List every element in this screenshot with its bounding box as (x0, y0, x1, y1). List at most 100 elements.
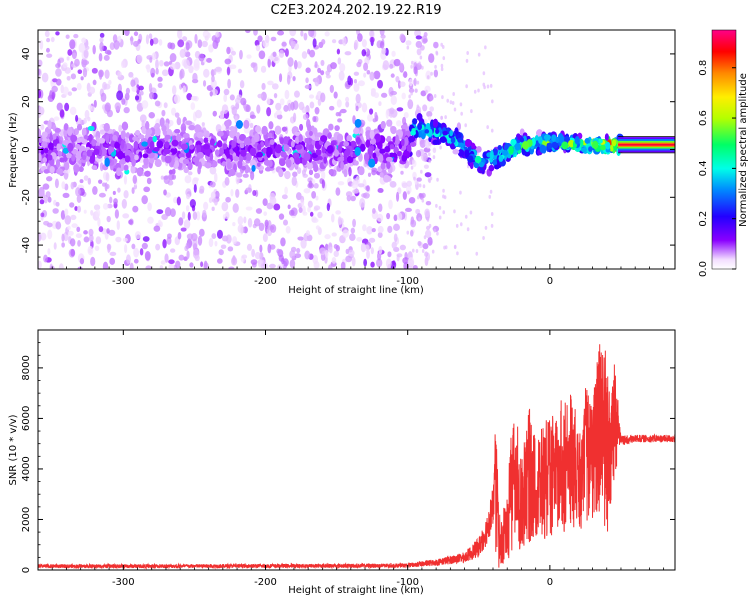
spectrogram-cell (116, 220, 120, 231)
spectrogram-cell (320, 135, 328, 142)
spectrogram-cell (164, 207, 172, 217)
spectrogram-cell (181, 211, 186, 220)
spectrogram-cell (366, 225, 373, 235)
spectrogram-cell (239, 49, 243, 60)
spectrogram-cell (123, 175, 128, 185)
spectrogram-cell (347, 249, 355, 257)
spectrogram-cell (444, 115, 447, 120)
spectrogram-cell (433, 41, 439, 49)
spectrogram-cell (396, 150, 402, 157)
spectrogram-cell (488, 165, 495, 172)
spectrogram-y-tick-label: 20 (21, 95, 32, 108)
spectrogram-cell (154, 159, 162, 167)
spectrogram-cell (385, 156, 393, 163)
spectrogram-cell (225, 120, 230, 130)
spectrogram-cell (401, 182, 408, 189)
spectrogram-cell (432, 147, 437, 154)
spectrogram-cell (192, 211, 198, 220)
spectrogram-x-tick-label: -300 (112, 276, 135, 287)
spectrogram-cell (237, 216, 244, 226)
spectrogram-cell (105, 134, 110, 144)
spectrogram-cell (360, 242, 366, 253)
spectrogram-cell (372, 152, 377, 159)
spectrogram-cell (227, 246, 234, 252)
spectrogram-cell (355, 93, 361, 104)
spectrogram-cell (452, 149, 460, 155)
spectrogram-cell (196, 151, 204, 159)
spectrogram-cell (40, 124, 45, 130)
spectrogram-cell (439, 145, 442, 150)
spectrogram-cell (278, 158, 286, 167)
spectrogram-cell (270, 224, 277, 233)
spectrogram-cell (66, 75, 71, 81)
spectrogram-cell (376, 213, 384, 222)
spectrogram-cell (353, 39, 359, 50)
spectrogram-cell (415, 249, 419, 254)
spectrogram-cell (98, 226, 104, 233)
spectrogram-cell (224, 58, 232, 65)
spectrogram-cell (132, 174, 138, 185)
spectrogram-cell (253, 218, 261, 227)
spectrogram-cell (273, 203, 281, 211)
spectrogram-cell (217, 130, 224, 137)
spectrogram-cell (74, 58, 80, 67)
spectrogram-cell (93, 99, 97, 108)
spectrogram-cell (145, 34, 150, 45)
spectrogram-cell (335, 210, 341, 215)
spectrogram-cell (46, 37, 51, 43)
spectrogram-cell (459, 190, 462, 195)
spectrogram-cell (370, 88, 376, 93)
spectrogram-cell (380, 162, 386, 170)
spectrogram-cell (419, 193, 424, 200)
spectrogram-cell (421, 65, 424, 70)
spectrogram-cell (312, 38, 317, 48)
spectrogram-cell (260, 263, 268, 269)
spectrogram-cell (320, 92, 326, 103)
spectrogram-cell (379, 172, 384, 178)
spectrogram-cell (308, 169, 314, 176)
spectrogram-cell (178, 254, 185, 261)
spectrogram-cell (46, 176, 53, 182)
spectrogram-cell (148, 82, 153, 93)
spectrogram-cell (363, 72, 367, 78)
spectrogram-cell (236, 120, 243, 129)
spectrogram-cell (486, 125, 489, 130)
spectrogram-cell (432, 118, 439, 128)
spectrogram-cell (333, 244, 339, 249)
spectrogram-cell (273, 56, 279, 62)
spectrogram-cell (128, 219, 134, 225)
spectrogram-cell (76, 82, 82, 91)
spectrogram-cell (250, 170, 255, 181)
spectrogram-cell (359, 143, 366, 152)
spectrogram-cell (132, 136, 139, 142)
spectrogram-cell (143, 186, 151, 193)
spectrogram-cell (363, 258, 368, 267)
spectrogram-cell (268, 159, 273, 168)
spectrogram-x-tick-label: -100 (396, 276, 419, 287)
spectrogram-cell (324, 249, 329, 258)
spectrogram-cell (189, 262, 194, 268)
spectrogram-cell (345, 101, 350, 108)
spectrogram-cell (418, 61, 421, 66)
spectrogram-cell (228, 168, 236, 177)
spectrogram-cell (149, 38, 154, 46)
spectrogram-cell (410, 130, 416, 136)
spectrogram-cell (379, 41, 385, 49)
spectrogram-cell (328, 246, 333, 254)
spectrogram-cell (404, 207, 412, 213)
spectrogram-cell (449, 130, 454, 137)
snr-x-tick-label: -300 (112, 577, 135, 588)
spectrogram-cell (66, 153, 73, 159)
spectrogram-cell (278, 49, 285, 58)
spectrogram-cell (114, 209, 120, 219)
spectrogram-cell (355, 105, 359, 112)
spectrogram-cell (399, 62, 404, 72)
spectrogram-cell (83, 236, 90, 243)
spectrogram-cell (231, 50, 236, 56)
spectrogram-cell (163, 189, 167, 196)
spectrogram-cell (295, 192, 302, 201)
spectrogram-cell (142, 236, 150, 242)
spectrogram-cell (156, 209, 164, 215)
spectrogram-cell (415, 150, 422, 158)
spectrogram-cell (194, 254, 200, 262)
